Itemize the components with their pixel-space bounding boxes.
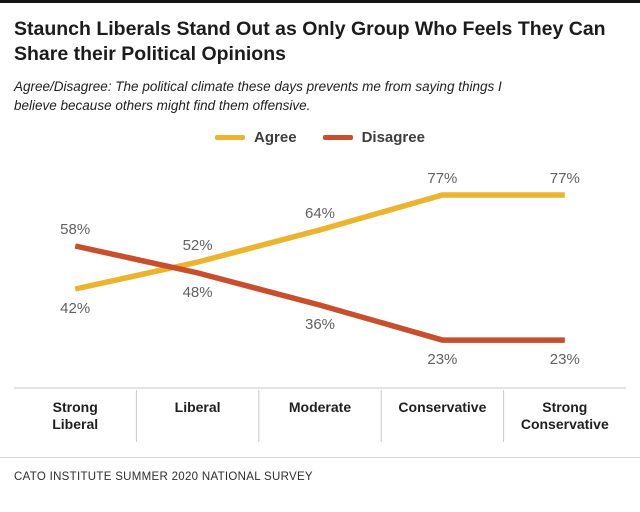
- data-label-agree: 77%: [550, 170, 580, 187]
- legend-item-disagree: Disagree: [322, 128, 425, 146]
- legend-label-agree: Agree: [254, 128, 297, 146]
- category-label: Strong Conservative: [521, 399, 609, 432]
- line-chart: Strong Liberal Liberal Moderate Conservative…: [14, 170, 626, 442]
- legend-label-disagree: Disagree: [361, 128, 425, 146]
- data-label-disagree: 58%: [60, 221, 90, 238]
- legend: Agree Disagree: [14, 129, 626, 146]
- data-label-disagree: 36%: [305, 316, 335, 333]
- category-label: Conservative: [398, 399, 486, 415]
- data-label-disagree: 23%: [550, 351, 580, 368]
- source-note: CATO INSTITUTE SUMMER 2020 NATIONAL SURV…: [14, 470, 313, 483]
- chart-area: Strong Liberal Liberal Moderate Conservative…: [14, 150, 626, 455]
- chart-title: Staunch Liberals Stand Out as Only Group…: [14, 18, 606, 66]
- agree-line-swatch: [215, 134, 246, 140]
- category-label: Strong Liberal: [52, 399, 98, 432]
- legend-item-agree: Agree: [215, 129, 297, 146]
- category-label: Moderate: [289, 399, 351, 415]
- data-label-agree: 52%: [183, 237, 213, 254]
- data-label-agree: 42%: [60, 300, 90, 317]
- series-line-disagree: [74, 243, 565, 343]
- data-label-disagree: 23%: [427, 351, 457, 368]
- data-label-agree: 77%: [427, 170, 457, 187]
- footer-divider: [0, 456, 640, 458]
- data-label-disagree: 48%: [183, 284, 213, 301]
- data-label-agree: 64%: [305, 205, 335, 222]
- series-line-agree: [74, 192, 565, 292]
- disagree-line-swatch: [322, 134, 353, 140]
- category-label: Liberal: [175, 399, 221, 415]
- chart-subtitle: Agree/Disagree: The political climate th…: [14, 78, 502, 114]
